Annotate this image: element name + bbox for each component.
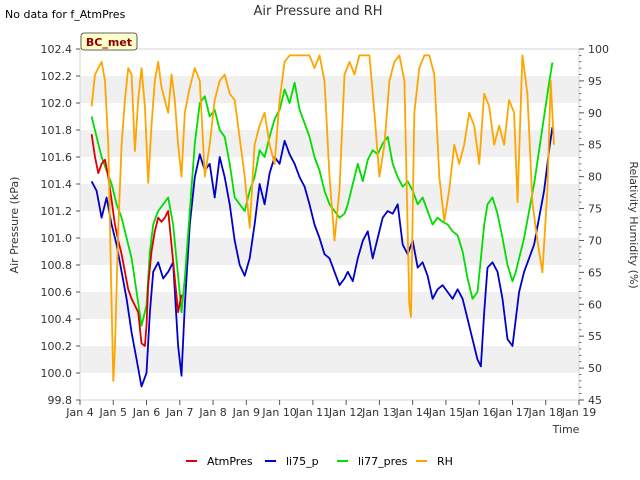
legend-label: li75_p xyxy=(286,455,319,468)
chart-title: Air Pressure and RH xyxy=(253,4,382,19)
y-tick-label: 101.8 xyxy=(41,124,73,137)
y2-tick-label: 80 xyxy=(588,171,602,184)
y2-tick-label: 95 xyxy=(588,75,602,88)
y-tick-label: 99.8 xyxy=(48,394,73,407)
y-tick-label: 101.6 xyxy=(41,151,73,164)
plot-area xyxy=(79,48,580,401)
x-tick-label: Jan 11 xyxy=(295,406,330,419)
x-tick-label: Jan 6 xyxy=(132,406,160,419)
y-tick-label: 100.8 xyxy=(41,259,73,272)
series-line-li75_p xyxy=(90,127,554,388)
site-label: BC_met xyxy=(86,36,132,49)
x-tick-label: Jan 16 xyxy=(461,406,496,419)
y2-tick-label: 75 xyxy=(588,203,602,216)
y2-tick-label: 60 xyxy=(588,298,602,311)
grid-band xyxy=(80,346,579,373)
x-tick-label: Jan 4 xyxy=(65,406,93,419)
site-label-box: BC_met xyxy=(80,32,138,51)
y2-tick-label: 85 xyxy=(588,139,602,152)
series-line-rh xyxy=(90,54,555,382)
grid-band xyxy=(80,103,579,130)
y-axis-left: 99.8 100.0 100.2 100.4 100.6 100.8 101.0 101.2 1… xyxy=(41,43,80,407)
y2-tick-label: 65 xyxy=(588,266,602,279)
grid-band xyxy=(80,211,579,238)
x-axis-title: Time xyxy=(552,423,580,436)
y-tick-label: 100.0 xyxy=(41,367,73,380)
series-line-atmpres xyxy=(90,133,183,347)
series-lines xyxy=(90,54,555,388)
y-tick-label: 102.4 xyxy=(41,43,73,56)
x-tick-label: Jan 10 xyxy=(261,406,296,419)
y-tick-label: 102.2 xyxy=(41,70,73,83)
x-tick-label: Jan 15 xyxy=(428,406,463,419)
legend-label: li77_pres xyxy=(358,455,408,468)
y-axis-right: 45 50 55 60 65 70 75 80 85 90 95 100 xyxy=(579,43,609,407)
grid-band xyxy=(80,76,579,103)
y-tick-label: 100.2 xyxy=(41,340,73,353)
legend: AtmPres li75_p li77_pres RH xyxy=(186,455,453,468)
y-tick-label: 101.2 xyxy=(41,205,73,218)
x-tick-label: Jan 9 xyxy=(232,406,260,419)
y2-tick-label: 45 xyxy=(588,394,602,407)
grid-band xyxy=(80,319,579,346)
y2-tick-label: 70 xyxy=(588,234,602,247)
y2-axis-title: Relativity Humidity (%) xyxy=(627,161,640,288)
y-tick-label: 102.0 xyxy=(41,97,73,110)
grid-band xyxy=(80,130,579,157)
x-tick-label: Jan 8 xyxy=(198,406,226,419)
legend-label: AtmPres xyxy=(207,455,253,468)
y-tick-label: 100.4 xyxy=(41,313,73,326)
grid-bands xyxy=(80,49,579,400)
x-tick-label: Jan 14 xyxy=(394,406,429,419)
y-tick-label: 100.6 xyxy=(41,286,73,299)
x-tick-label: Jan 19 xyxy=(561,406,596,419)
y2-tick-label: 90 xyxy=(588,107,602,120)
grid-band xyxy=(80,49,579,76)
y-tick-label: 101.0 xyxy=(41,232,73,245)
legend-label: RH xyxy=(437,455,453,468)
x-tick-label: Jan 17 xyxy=(494,406,529,419)
y-axis-title: Air Pressure (kPa) xyxy=(8,177,21,274)
grid-band xyxy=(80,373,579,400)
x-tick-label: Jan 18 xyxy=(528,406,563,419)
x-tick-label: Jan 5 xyxy=(99,406,127,419)
x-tick-label: Jan 12 xyxy=(328,406,363,419)
y-tick-label: 101.4 xyxy=(41,178,73,191)
y2-tick-label: 100 xyxy=(588,43,609,56)
x-axis: Jan 4 Jan 5 Jan 6 Jan 7 Jan 8 Jan 9 Jan 10Jan … xyxy=(65,400,596,419)
y2-tick-label: 50 xyxy=(588,362,602,375)
y2-tick-label: 55 xyxy=(588,330,602,343)
grid-band xyxy=(80,292,579,319)
no-data-note: No data for f_AtmPres xyxy=(5,8,126,21)
series-line-li77_pres xyxy=(90,62,554,327)
x-tick-label: Jan 13 xyxy=(361,406,396,419)
x-tick-label: Jan 7 xyxy=(165,406,193,419)
